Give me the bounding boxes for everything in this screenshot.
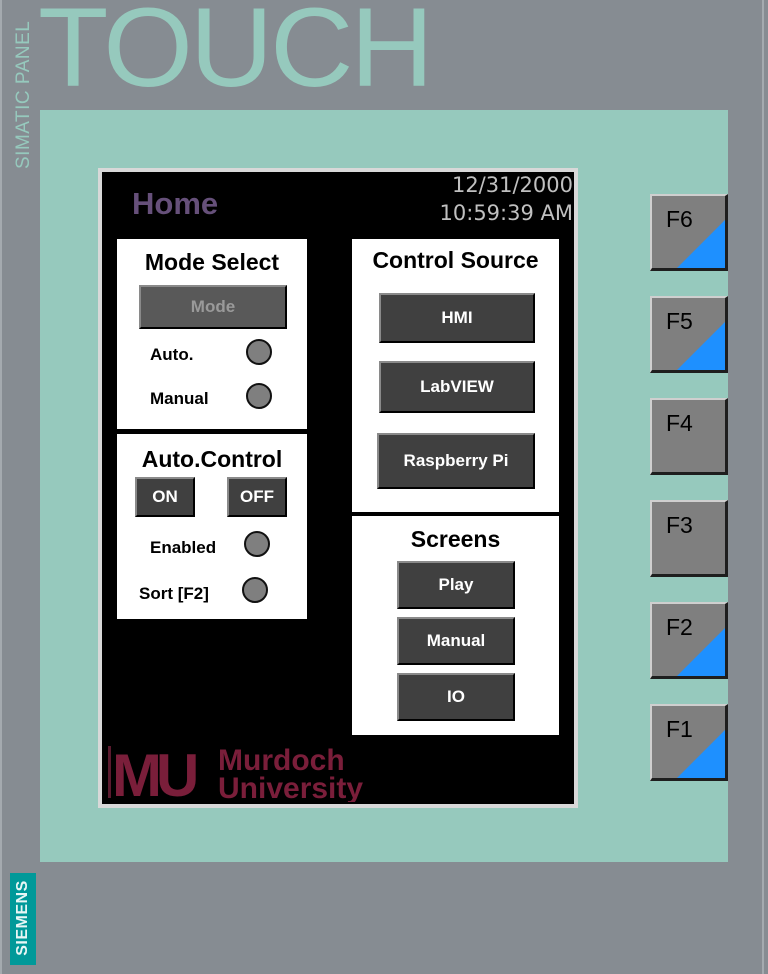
sort-indicator-lamp [242, 577, 268, 603]
mode-select-panel: Mode Select Mode Auto. Manual [117, 239, 307, 429]
mode-select-title: Mode Select [144, 249, 280, 275]
f2-label: F2 [666, 614, 693, 640]
auto-indicator-lamp [246, 339, 272, 365]
f2-corner-icon [677, 628, 725, 676]
mode-button[interactable]: Mode [139, 285, 287, 329]
bezel-edge-right [762, 0, 764, 974]
siemens-text: SIEMENS [14, 880, 31, 956]
f6-corner-icon [677, 220, 725, 268]
f1-key[interactable]: F1 [650, 704, 728, 781]
logo-line1: Murdoch [218, 744, 345, 777]
f2-key[interactable]: F2 [650, 602, 728, 679]
f4-label: F4 [666, 410, 693, 436]
page-title: Home [132, 186, 219, 221]
f3-label: F3 [666, 512, 693, 538]
murdoch-university-logo: MU Murdoch University [108, 740, 398, 809]
control-source-title: Control Source [372, 247, 539, 273]
f6-key[interactable]: F6 [650, 194, 728, 271]
f4-key[interactable]: F4 [650, 398, 728, 475]
f1-label: F1 [666, 716, 693, 742]
f6-label: F6 [666, 206, 693, 232]
f3-key[interactable]: F3 [650, 500, 728, 577]
auto-on-button[interactable]: ON [135, 477, 195, 517]
enabled-indicator-lamp [244, 531, 270, 557]
labview-source-button[interactable]: LabVIEW [379, 361, 535, 413]
play-screen-button[interactable]: Play [397, 561, 515, 609]
logo-line2: University [218, 772, 363, 802]
f1-corner-icon [677, 730, 725, 778]
date-display: 12/31/2000 [451, 173, 573, 197]
manual-indicator-lamp [246, 383, 272, 409]
auto-control-panel: Auto.Control ON OFF Enabled Sort [F2] [117, 434, 307, 619]
f5-label: F5 [666, 308, 693, 334]
hmi-source-button[interactable]: HMI [379, 293, 535, 343]
auto-control-title: Auto.Control [141, 446, 283, 472]
auto-label: Auto. [150, 345, 194, 364]
control-source-panel: Control Source HMI LabVIEW Raspberry Pi [352, 239, 559, 512]
screens-panel: Screens Play Manual IO [352, 516, 559, 735]
io-screen-button[interactable]: IO [397, 673, 515, 721]
enabled-label: Enabled [150, 538, 217, 557]
datetime-display: 12/31/2000 10:59:39 AM [413, 171, 573, 227]
university-logo-mark: MU Murdoch University [108, 742, 363, 809]
manual-screen-button[interactable]: Manual [397, 617, 515, 665]
raspberry-pi-source-button[interactable]: Raspberry Pi [377, 433, 535, 489]
f5-corner-icon [677, 322, 725, 370]
auto-off-button[interactable]: OFF [227, 477, 287, 517]
sort-label: Sort [F2] [139, 584, 209, 603]
time-display: 10:59:39 AM [439, 201, 573, 225]
screens-title: Screens [410, 526, 501, 552]
bezel-edge-left [0, 0, 2, 974]
model-label: TOUCH [38, 0, 434, 110]
siemens-logo: SIEMENS [10, 873, 36, 965]
manual-label: Manual [150, 389, 209, 408]
series-label: SIMATIC PANEL [13, 20, 34, 169]
logo-mark-text: MU [112, 742, 196, 802]
f5-key[interactable]: F5 [650, 296, 728, 373]
